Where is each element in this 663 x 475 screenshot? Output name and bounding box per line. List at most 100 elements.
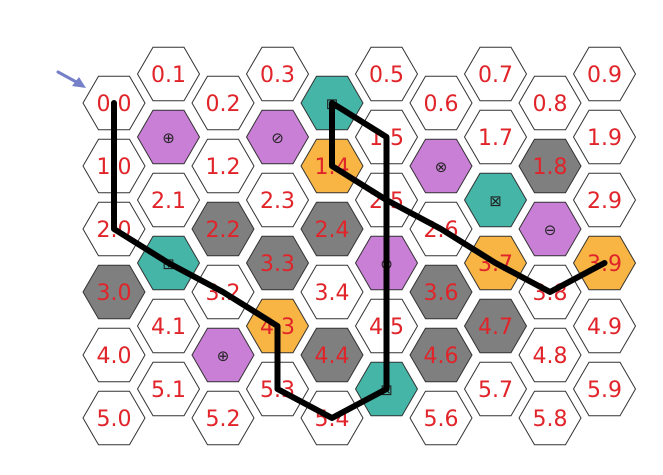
hex-cell-4-1[interactable]: 4.1 xyxy=(136,298,201,354)
hex-shape xyxy=(572,172,637,228)
hex-label: 0.6 xyxy=(424,92,459,117)
hex-cell-1-3[interactable]: ⊘ xyxy=(245,109,310,165)
hex-cell-0-5[interactable]: 0.5 xyxy=(354,46,419,102)
hex-cell-2-1[interactable]: 2.1 xyxy=(136,172,201,228)
hex-label: 5.2 xyxy=(206,407,241,432)
hex-shape xyxy=(409,75,473,131)
hex-shape xyxy=(572,109,637,165)
hex-shape xyxy=(191,138,255,194)
hex-cell-2-8[interactable]: ⊖ xyxy=(518,201,582,257)
hex-label: 0.9 xyxy=(587,63,622,88)
hex-symbol-icon: ⊠ xyxy=(489,192,502,210)
hex-label: 5.7 xyxy=(478,378,513,403)
hex-cell-3-0[interactable]: 3.0 xyxy=(82,264,146,320)
hex-label: 4.8 xyxy=(533,344,568,369)
hex-label: 5.6 xyxy=(424,407,459,432)
hex-cell-2-4[interactable]: 2.4 xyxy=(300,201,364,257)
hex-label: 1.7 xyxy=(478,126,513,151)
hex-shape xyxy=(409,138,473,194)
hex-label: 4.1 xyxy=(151,315,186,340)
hex-cell-0-3[interactable]: 0.3 xyxy=(245,46,310,102)
hex-cell-4-4[interactable]: 4.4 xyxy=(300,327,364,383)
hex-shape xyxy=(463,172,528,228)
hex-shape xyxy=(191,75,255,131)
hex-cell-0-9[interactable]: 0.9 xyxy=(572,46,637,102)
hex-cell-0-1[interactable]: 0.1 xyxy=(136,46,201,102)
hex-cell-4-2[interactable]: ⊕ xyxy=(191,327,255,383)
hex-cell-4-6[interactable]: 4.6 xyxy=(409,327,473,383)
hex-label: 4.9 xyxy=(587,315,622,340)
hex-label: 5.0 xyxy=(97,407,132,432)
hex-symbol-icon: ⊘ xyxy=(271,129,284,147)
hex-label: 4.7 xyxy=(478,315,513,340)
hex-cell-1-8[interactable]: 1.8 xyxy=(518,138,582,194)
hex-cell-4-0[interactable]: 4.0 xyxy=(82,327,146,383)
solution-path-line xyxy=(111,100,608,421)
hex-shape xyxy=(572,361,637,417)
hex-cell-0-8[interactable]: 0.8 xyxy=(518,75,582,131)
hex-cell-2-2[interactable]: 2.2 xyxy=(191,201,255,257)
hex-label: 2.3 xyxy=(260,189,295,214)
hex-cell-3-4[interactable]: 3.4 xyxy=(300,264,364,320)
hex-cell-1-6[interactable]: ⊗ xyxy=(409,138,473,194)
hex-cell-0-6[interactable]: 0.6 xyxy=(409,75,473,131)
hex-shape xyxy=(572,298,637,354)
hex-shape xyxy=(191,201,255,257)
hex-cell-2-3[interactable]: 2.3 xyxy=(245,172,310,228)
hex-shape xyxy=(245,109,310,165)
hex-shape xyxy=(518,327,582,383)
hex-symbol-icon: ⊖ xyxy=(544,221,557,239)
hex-shape xyxy=(409,264,473,320)
hex-cell-0-2[interactable]: 0.2 xyxy=(191,75,255,131)
hex-cell-5-7[interactable]: 5.7 xyxy=(463,361,528,417)
hex-cell-5-1[interactable]: 5.1 xyxy=(136,361,201,417)
hex-cell-5-2[interactable]: 5.2 xyxy=(191,390,255,446)
hex-cell-5-6[interactable]: 5.6 xyxy=(409,390,473,446)
hex-shape xyxy=(463,361,528,417)
hex-label: 0.1 xyxy=(151,63,186,88)
hex-label: 0.2 xyxy=(206,92,241,117)
hex-cell-1-1[interactable]: ⊕ xyxy=(136,109,201,165)
hex-cell-3-3[interactable]: 3.3 xyxy=(245,235,310,291)
hex-label: 2.9 xyxy=(587,189,622,214)
hex-shape xyxy=(518,201,582,257)
hex-cell-1-2[interactable]: 1.2 xyxy=(191,138,255,194)
hex-cell-2-9[interactable]: 2.9 xyxy=(572,172,637,228)
hex-shape xyxy=(191,390,255,446)
hex-cell-1-7[interactable]: 1.7 xyxy=(463,109,528,165)
hex-cell-4-9[interactable]: 4.9 xyxy=(572,298,637,354)
hex-shape xyxy=(300,201,364,257)
hex-shape xyxy=(409,327,473,383)
hex-shape xyxy=(300,327,364,383)
hex-cell-5-0[interactable]: 5.0 xyxy=(82,390,146,446)
hex-label: 4.0 xyxy=(97,344,132,369)
hex-shape xyxy=(136,172,201,228)
hex-cell-5-9[interactable]: 5.9 xyxy=(572,361,637,417)
hex-cell-4-7[interactable]: 4.7 xyxy=(463,298,528,354)
hex-label: 5.9 xyxy=(587,378,622,403)
hex-cell-5-8[interactable]: 5.8 xyxy=(518,390,582,446)
hex-shape xyxy=(82,390,146,446)
hex-shape xyxy=(518,138,582,194)
hex-label: 3.6 xyxy=(424,281,459,306)
hex-shape xyxy=(518,390,582,446)
hex-shape xyxy=(136,46,201,102)
hex-cell-2-7[interactable]: ⊠ xyxy=(463,172,528,228)
hex-cell-1-9[interactable]: 1.9 xyxy=(572,109,637,165)
hex-cell-3-6[interactable]: 3.6 xyxy=(409,264,473,320)
hex-shape xyxy=(409,390,473,446)
hex-shape xyxy=(245,235,310,291)
hex-label: 2.1 xyxy=(151,189,186,214)
hex-label: 3.0 xyxy=(97,281,132,306)
hex-symbol-icon: ⊗ xyxy=(435,158,448,176)
hex-shape xyxy=(518,75,582,131)
hex-cell-0-7[interactable]: 0.7 xyxy=(463,46,528,102)
hex-label: 1.8 xyxy=(533,155,568,180)
hex-symbol-icon: ⊕ xyxy=(162,129,175,147)
hex-shape xyxy=(136,361,201,417)
hex-symbol-icon: ⊕ xyxy=(217,347,230,365)
hex-shape xyxy=(191,327,255,383)
hex-label: 5.8 xyxy=(533,407,568,432)
hex-cell-4-8[interactable]: 4.8 xyxy=(518,327,582,383)
